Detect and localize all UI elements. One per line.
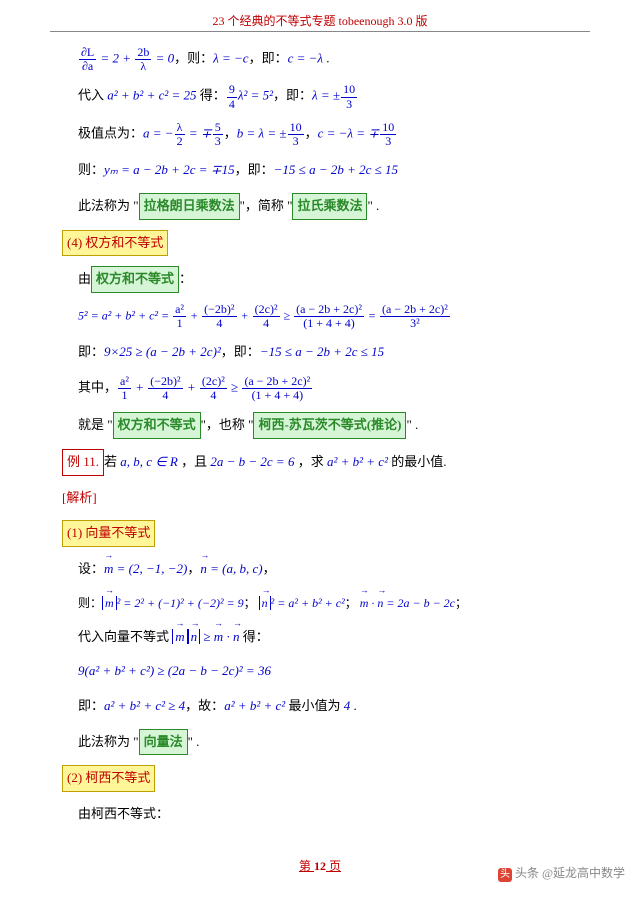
section-heading: (1) 向量不等式 — [50, 520, 590, 547]
eq-line: 则：m² = 2² + (−1)² + (−2)² = 9； n² = a² +… — [50, 592, 590, 615]
example-line: 例 11.若 a, b, c ∈ R ，且 2a − b − 2c = 6 ，求… — [50, 449, 590, 476]
frac-num: ∂L — [79, 46, 96, 60]
text-line: 由权方和不等式： — [50, 266, 590, 293]
text-line: 此法称为 "拉格朗日乘数法"，简称 "拉氏乘数法" . — [50, 193, 590, 220]
eq-line: ∂L∂a = 2 + 2bλ = 0，则：λ = −c，即：c = −λ . — [50, 46, 590, 73]
eq-line: 设：m = (2, −1, −2)，n = (a, b, c)， — [50, 557, 590, 582]
eq-line: 其中，a²1 + (−2b)²4 + (2c)²4 ≥ (a − 2b + 2c… — [50, 375, 590, 402]
text-line: 由柯西不等式： — [50, 802, 590, 827]
page-header: 23 个经典的不等式专题 tobeenough 3.0 版 — [50, 12, 590, 32]
method-box: 权方和不等式 — [91, 266, 179, 293]
method-box: 权方和不等式 — [113, 412, 201, 439]
eq-line: 代入向量不等式 mn ≥ m · n 得： — [50, 625, 590, 650]
section-heading: (2) 柯西不等式 — [50, 765, 590, 792]
text-line: 此法称为 "向量法" . — [50, 729, 590, 756]
text-line: 就是 "权方和不等式"，也称 "柯西-苏瓦茨不等式(推论)" . — [50, 412, 590, 439]
eq-line: 9(a² + b² + c²) ≥ (2a − b − 2c)² = 36 — [50, 659, 590, 684]
eq-line: 极值点为：a = −λ2 = ∓53，b = λ = ±103，c = −λ =… — [50, 121, 590, 148]
eq-line: 则：yₘ = a − 2b + 2c = ∓15，即：−15 ≤ a − 2b … — [50, 158, 590, 183]
toutiao-icon: 头 — [498, 868, 512, 882]
method-box: 柯西-苏瓦茨不等式(推论) — [253, 412, 406, 439]
section-heading: (4) 权方和不等式 — [50, 230, 590, 257]
document-page: 23 个经典的不等式专题 tobeenough 3.0 版 ∂L∂a = 2 +… — [0, 0, 640, 894]
eq-line: 5² = a² + b² + c² = a²1 + (−2b)²4 + (2c)… — [50, 303, 590, 330]
method-box: 拉格朗日乘数法 — [139, 193, 240, 220]
frac-den: ∂a — [79, 60, 96, 73]
eq-line: 即：a² + b² + c² ≥ 4，故：a² + b² + c² 最小值为 4… — [50, 694, 590, 719]
answer-label: [解析] — [50, 486, 590, 511]
eq-line: 即：9×25 ≥ (a − 2b + 2c)²，即：−15 ≤ a − 2b +… — [50, 340, 590, 365]
eq-line: 代入 a² + b² + c² = 25 得：94λ² = 5²，即：λ = ±… — [50, 83, 590, 110]
method-box: 向量法 — [139, 729, 188, 756]
method-box: 拉氏乘数法 — [292, 193, 367, 220]
watermark: 头头条 @延龙高中数学 — [498, 864, 625, 882]
example-label: 例 11. — [62, 449, 104, 476]
